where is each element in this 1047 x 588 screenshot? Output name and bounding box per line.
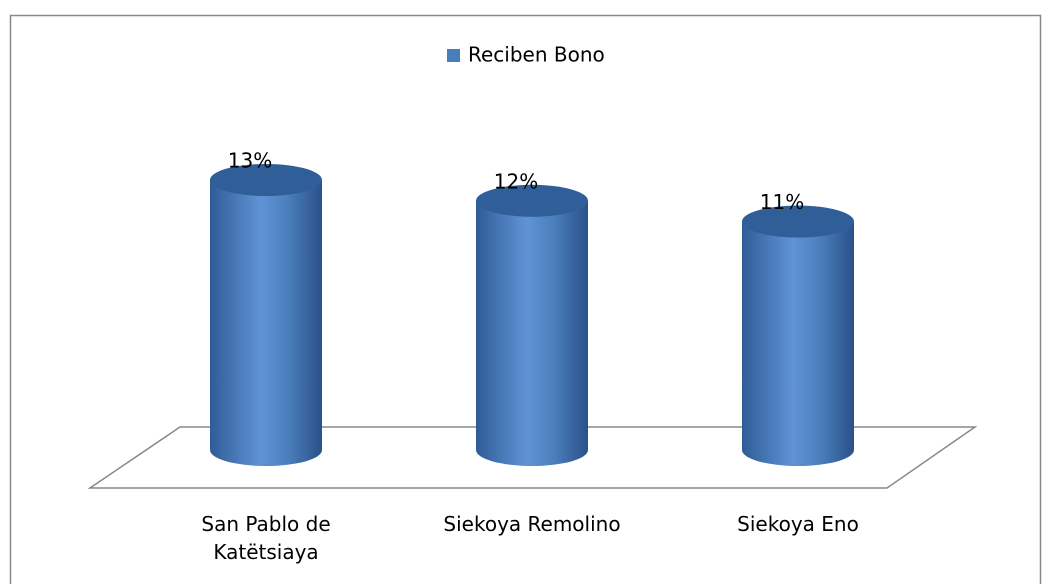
bar	[742, 221, 854, 466]
value-label: 12%	[494, 169, 538, 193]
bar-top	[742, 205, 854, 238]
frame	[9, 14, 1042, 588]
value-label: 11%	[760, 190, 804, 214]
bar	[476, 200, 588, 466]
x-tick-label: Siekoya Eno	[737, 512, 859, 536]
legend-swatch	[447, 49, 460, 62]
bar-top	[476, 184, 588, 217]
bar	[210, 180, 322, 466]
x-tick-label: San Pablo de Katëtsiaya	[201, 512, 331, 564]
legend-label: Reciben Bono	[468, 43, 605, 67]
x-tick-label: Siekoya Remolino	[443, 512, 621, 536]
bar-top	[210, 164, 322, 196]
value-label: 13%	[228, 149, 272, 173]
